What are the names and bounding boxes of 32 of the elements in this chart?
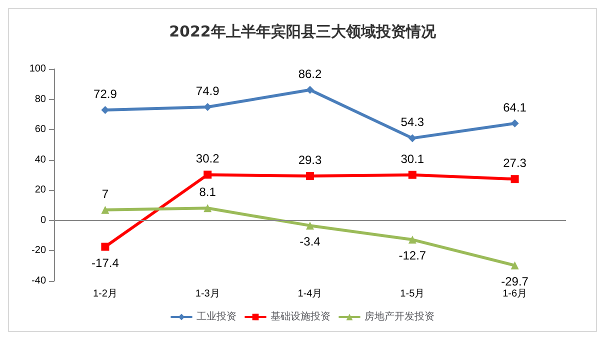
y-tick-label: 100	[29, 64, 46, 74]
data-label: 29.3	[298, 153, 322, 168]
y-tick-label: 0	[40, 214, 46, 226]
x-tick-label: 1-2月	[92, 288, 118, 300]
data-label: 74.9	[196, 84, 220, 98]
y-tick-label: -40	[32, 276, 46, 286]
data-label: 64.1	[503, 100, 527, 114]
x-tick-label: 1-5月	[400, 288, 425, 300]
y-tick-label: -20	[32, 245, 46, 256]
data-label: 8.1	[199, 185, 216, 200]
x-tick-label: 1-4月	[298, 288, 322, 300]
legend-label: 工业投资	[196, 310, 236, 322]
y-tick-label: 20	[34, 184, 46, 196]
legend-label: 房地产开发投资	[364, 310, 434, 322]
data-label: -29.7	[501, 274, 529, 288]
data-label: 27.3	[503, 156, 527, 170]
y-tick-label: 80	[34, 94, 46, 105]
legend-label: 基础设施投资	[270, 310, 330, 322]
data-label: 7	[102, 186, 109, 201]
data-label: -17.4	[92, 256, 120, 270]
data-label: 30.2	[196, 152, 220, 166]
y-tick-label: 40	[34, 154, 46, 166]
data-label: 30.1	[400, 152, 424, 166]
y-tick-label: 60	[34, 124, 46, 136]
data-label: 86.2	[298, 66, 322, 81]
data-label: -12.7	[398, 248, 426, 263]
data-label: 72.9	[94, 87, 118, 102]
x-tick-label: 1-6月	[502, 288, 528, 300]
data-label: 54.3	[400, 115, 424, 130]
chart-title: 2022年上半年宾阳县三大领域投资情况	[169, 22, 437, 40]
data-label: -3.4	[300, 234, 321, 249]
x-tick-label: 1-3月	[195, 288, 220, 300]
